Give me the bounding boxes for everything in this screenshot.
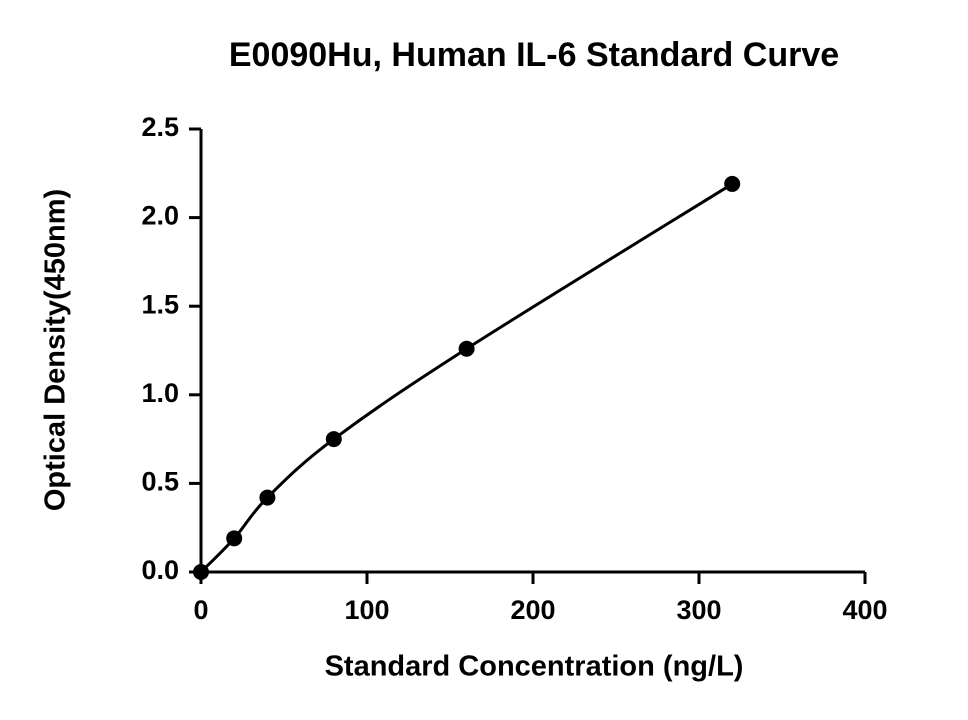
data-point [724, 175, 741, 192]
data-point [259, 489, 276, 506]
data-point [325, 431, 342, 448]
data-point [193, 564, 209, 580]
fit-curve [199, 182, 733, 574]
x-tick-label: 200 [510, 595, 555, 625]
y-tick-label: 2.0 [141, 201, 179, 231]
x-tick-label: 0 [193, 595, 208, 625]
y-tick-label: 1.0 [141, 378, 179, 408]
data-point [226, 530, 243, 547]
y-tick-label: 0.5 [141, 467, 179, 497]
y-tick-label: 2.5 [141, 112, 179, 142]
x-tick-label: 400 [842, 595, 887, 625]
x-axis-label: Standard Concentration (ng/L) [325, 651, 744, 683]
data-point [458, 340, 475, 357]
x-tick-label: 100 [344, 595, 389, 625]
y-tick-label: 1.5 [141, 289, 179, 319]
y-axis-label: Optical Density(450nm) [40, 189, 72, 511]
x-tick-label: 300 [676, 595, 721, 625]
y-tick-label: 0.0 [141, 555, 179, 585]
chart-title: E0090Hu, Human IL-6 Standard Curve [229, 36, 839, 74]
